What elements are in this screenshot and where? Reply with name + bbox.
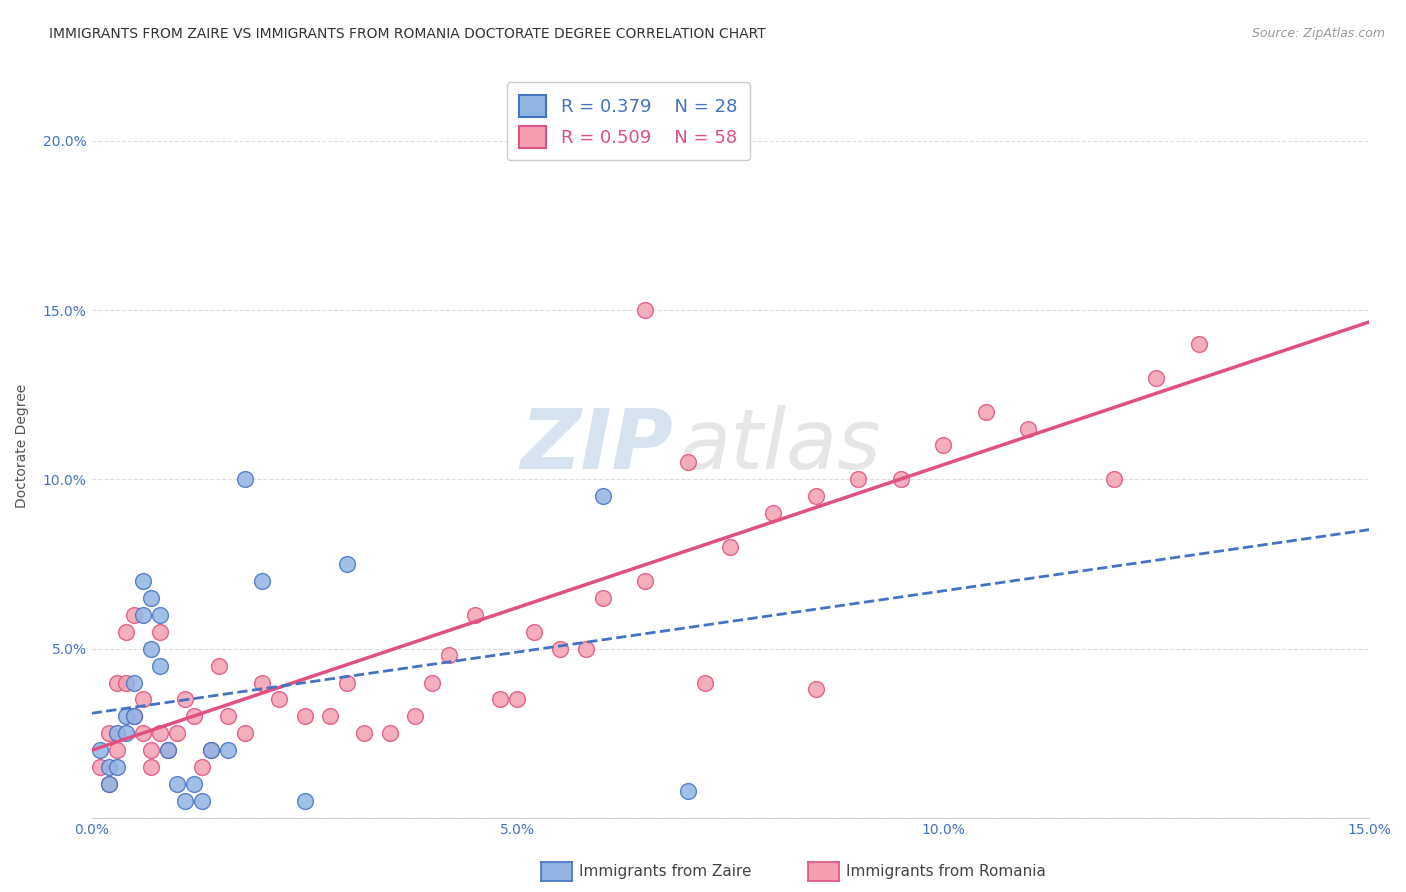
Point (200, 743, 222, 757)
Point (122, 709, 145, 723)
Point (200, 743, 222, 757)
Point (105, 743, 128, 757)
Point (132, 726, 155, 740)
Point (132, 574, 155, 588)
Point (183, 777, 205, 791)
Point (122, 709, 145, 723)
Y-axis label: Doctorate Degree: Doctorate Degree (15, 384, 30, 508)
Point (974, 404, 997, 418)
Point (846, 472, 869, 486)
Point (250, 675, 273, 690)
Point (183, 709, 205, 723)
Point (141, 760, 163, 774)
Point (114, 726, 136, 740)
Point (233, 472, 256, 486)
Point (523, 624, 546, 639)
Point (439, 648, 461, 663)
Point (132, 607, 155, 622)
Point (105, 760, 128, 774)
Point (804, 682, 827, 697)
Point (191, 794, 214, 808)
Point (97, 760, 120, 774)
Point (174, 692, 197, 706)
Point (634, 303, 657, 318)
Point (217, 709, 239, 723)
Text: atlas: atlas (679, 405, 882, 486)
Point (89, 743, 111, 757)
Point (804, 489, 827, 503)
Point (718, 540, 741, 554)
Point (592, 591, 614, 605)
Point (353, 726, 375, 740)
Point (122, 675, 145, 690)
Point (174, 794, 197, 808)
Point (114, 709, 136, 723)
Point (506, 692, 529, 706)
Text: Immigrants from Zaire: Immigrants from Zaire (579, 864, 752, 879)
Point (336, 675, 359, 690)
Point (141, 743, 163, 757)
Point (132, 692, 155, 706)
Text: IMMIGRANTS FROM ZAIRE VS IMMIGRANTS FROM ROMANIA DOCTORATE DEGREE CORRELATION CH: IMMIGRANTS FROM ZAIRE VS IMMIGRANTS FROM… (49, 27, 766, 41)
Point (141, 641, 163, 656)
Point (166, 777, 188, 791)
Point (489, 692, 512, 706)
Text: Immigrants from Romania: Immigrants from Romania (846, 864, 1046, 879)
Point (97, 777, 120, 791)
Point (141, 591, 163, 605)
Point (149, 607, 172, 622)
Point (890, 472, 912, 486)
Point (294, 794, 316, 808)
Point (89, 760, 111, 774)
Point (157, 743, 180, 757)
Legend: R = 0.379    N = 28, R = 0.509    N = 58: R = 0.379 N = 28, R = 0.509 N = 58 (506, 82, 749, 161)
Point (574, 641, 596, 656)
Point (105, 675, 128, 690)
Point (336, 557, 359, 571)
Point (693, 675, 716, 690)
Point (114, 675, 136, 690)
Point (267, 692, 290, 706)
Point (149, 624, 172, 639)
Point (404, 709, 426, 723)
Point (676, 784, 699, 798)
Point (157, 743, 180, 757)
Point (464, 607, 486, 622)
Point (1188, 337, 1211, 351)
Point (97, 777, 120, 791)
Point (149, 658, 172, 673)
Point (233, 726, 256, 740)
Point (548, 641, 571, 656)
Point (149, 726, 172, 740)
Point (592, 489, 614, 503)
Point (420, 675, 443, 690)
Point (378, 726, 401, 740)
Point (166, 726, 188, 740)
Point (122, 607, 145, 622)
Point (250, 574, 273, 588)
Point (676, 455, 699, 469)
Point (1144, 370, 1167, 384)
Point (634, 574, 657, 588)
Point (191, 760, 214, 774)
Point (659, 134, 682, 148)
Text: ZIP: ZIP (520, 405, 673, 486)
Point (105, 726, 128, 740)
Point (208, 658, 231, 673)
Text: Source: ZipAtlas.com: Source: ZipAtlas.com (1251, 27, 1385, 40)
Point (217, 743, 239, 757)
Point (114, 624, 136, 639)
Point (1017, 421, 1039, 435)
Point (1102, 472, 1125, 486)
Point (97, 726, 120, 740)
Point (762, 506, 785, 520)
Point (932, 438, 955, 452)
Point (294, 709, 316, 723)
Point (319, 709, 342, 723)
